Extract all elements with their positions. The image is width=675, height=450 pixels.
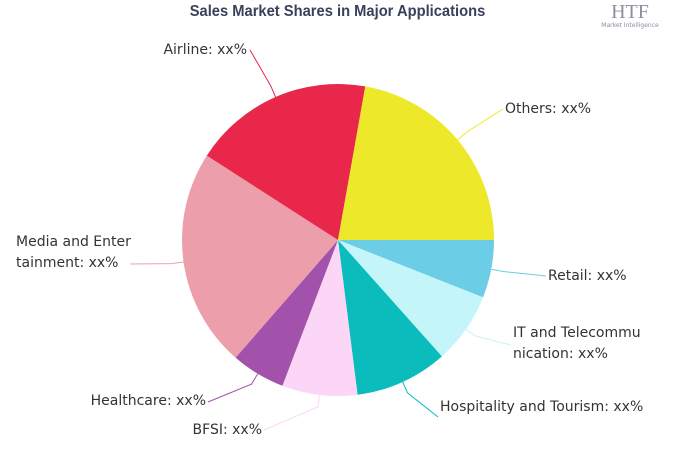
data-label: Hospitality and Tourism: xx%	[440, 399, 644, 415]
pie-slice	[338, 240, 442, 395]
data-label: Retail: xx%	[548, 268, 627, 284]
leader-line	[249, 49, 277, 98]
data-label: Healthcare: xx%	[90, 393, 206, 409]
data-label: Media and Entertainment: xx%	[16, 234, 131, 271]
data-label: Others: xx%	[505, 101, 592, 117]
pie-slice	[338, 86, 494, 241]
leader-line	[465, 328, 512, 346]
leader-line	[402, 381, 439, 418]
chart-title: Sales Market Shares in Major Application…	[189, 3, 486, 20]
logo-text: HTF	[611, 1, 649, 23]
leader-line	[457, 108, 504, 141]
data-label: BFSI: xx%	[192, 422, 262, 438]
data-label: IT and Telecommunication: xx%	[513, 325, 641, 362]
data-label: Airline: xx%	[163, 42, 247, 58]
pie-slice	[181, 155, 338, 358]
pie-slice	[338, 240, 484, 357]
logo: HTF Market Intelligence	[590, 2, 670, 30]
leader-line	[491, 268, 547, 277]
pie-slice	[282, 240, 358, 396]
leader-line	[263, 394, 320, 431]
leader-line	[129, 261, 184, 265]
pie-slice	[235, 240, 338, 386]
leader-line	[207, 373, 259, 403]
logo-tagline: Market Intelligence	[601, 22, 659, 29]
pie-slice	[338, 240, 494, 298]
pie-slice	[206, 84, 366, 241]
